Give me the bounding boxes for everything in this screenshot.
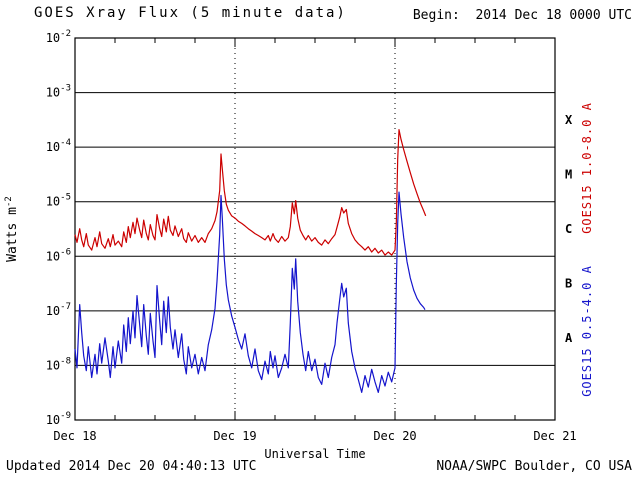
x-tick-label: Dec 20 — [373, 429, 416, 443]
y-tick-label: 10-7 — [46, 302, 71, 318]
x-tick-label: Dec 19 — [213, 429, 256, 443]
flare-class-label: C — [565, 222, 572, 236]
goes-short-wavelength-series — [74, 191, 426, 393]
goes-long-wavelength-series — [74, 129, 427, 256]
x-tick-label: Dec 21 — [533, 429, 576, 443]
y-tick-label: 10-6 — [46, 247, 71, 263]
y-axis-label: Watts m-2 — [4, 196, 20, 262]
plot-frame — [74, 37, 556, 421]
x-tick-label: Dec 18 — [53, 429, 96, 443]
flare-class-label: B — [565, 277, 572, 291]
flare-class-label: X — [565, 113, 573, 127]
flare-class-label: A — [565, 331, 573, 345]
flare-class-label: M — [565, 167, 572, 181]
chart-title: GOES Xray Flux (5 minute data) — [34, 5, 347, 21]
y-tick-label: 10-5 — [46, 193, 71, 209]
y-tick-label: 10-9 — [46, 411, 71, 427]
x-axis-label: Universal Time — [264, 447, 365, 461]
series-label-short: GOES15 0.5-4.0 A — [580, 265, 594, 397]
y-tick-label: 10-2 — [46, 29, 71, 45]
y-tick-label: 10-8 — [46, 356, 71, 372]
begin-timestamp-label: Begin: 2014 Dec 18 0000 UTC — [412, 8, 632, 23]
series-label-long: GOES15 1.0-8.0 A — [580, 102, 594, 234]
data-source-label: NOAA/SWPC Boulder, CO USA — [436, 459, 632, 474]
y-tick-label: 10-3 — [46, 84, 71, 100]
y-tick-label: 10-4 — [46, 138, 71, 154]
updated-timestamp-label: Updated 2014 Dec 20 04:40:13 UTC — [6, 459, 257, 474]
